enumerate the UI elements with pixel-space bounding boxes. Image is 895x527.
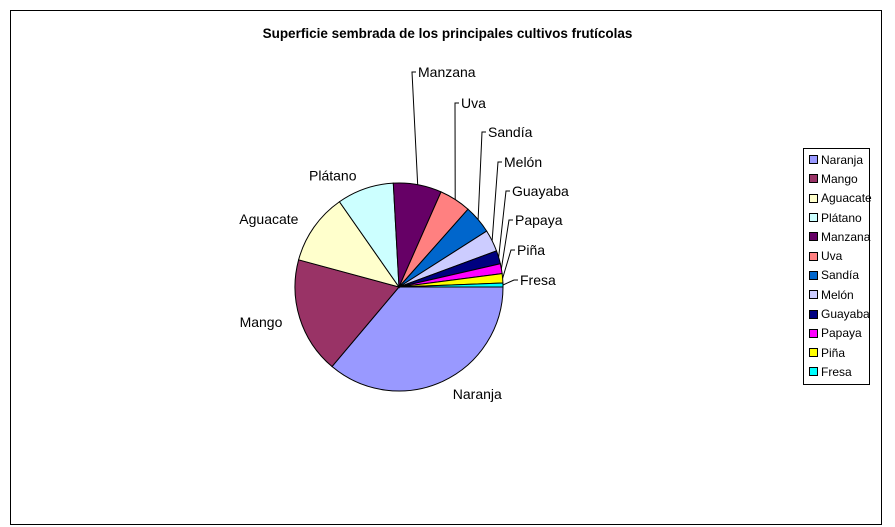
legend-label: Guayaba: [821, 307, 870, 322]
legend-label: Melón: [821, 287, 854, 302]
slice-fresa: [398, 282, 504, 288]
legend-item-guayaba: Guayaba: [804, 304, 870, 323]
leader-line-sandia: [477, 131, 486, 220]
legend-label: Piña: [821, 345, 846, 360]
slice-mango: [294, 259, 400, 368]
slice-label-uva: Uva: [461, 95, 486, 111]
legend-swatch: [809, 193, 818, 203]
slice-label-mango: Mango: [240, 314, 283, 330]
legend-swatch: [809, 328, 818, 338]
slice-label-manzana: Manzana: [418, 64, 476, 80]
leader-line-uva: [454, 102, 459, 200]
legend-swatch: [809, 290, 818, 300]
legend-swatch: [809, 251, 818, 261]
legend-label: Fresa: [821, 364, 852, 379]
legend: Naranja Mango Aguacate Plátano Manzana Uva San…: [803, 148, 872, 385]
legend-label: Manzana: [821, 229, 871, 244]
legend-label: Plátano: [821, 210, 862, 225]
legend-swatch: [809, 232, 818, 242]
legend-item-melon: Melón: [804, 285, 869, 304]
legend-swatch: [809, 270, 818, 280]
legend-label: Naranja: [821, 152, 864, 167]
legend-item-papaya: Papaya: [804, 324, 869, 343]
legend-item-sandia: Sandía: [804, 266, 869, 285]
legend-item-naranja: Naranja: [804, 150, 869, 169]
legend-swatch: [809, 155, 818, 165]
slice-naranja: [331, 286, 504, 392]
leader-line-melon: [491, 161, 502, 241]
legend-label: Aguacate: [821, 191, 872, 206]
legend-item-uva: Uva: [804, 246, 869, 265]
legend-item-manzana: Manzana: [804, 227, 871, 246]
legend-item-mango: Mango: [804, 169, 869, 188]
legend-label: Uva: [821, 249, 843, 264]
slice-label-sandia: Sandía: [488, 124, 533, 140]
slice-label-melon: Melón: [504, 154, 542, 170]
legend-swatch: [809, 348, 818, 358]
legend-swatch: [809, 174, 818, 184]
leader-line-papaya: [500, 219, 513, 269]
leader-line-pina: [502, 249, 515, 279]
legend-label: Mango: [821, 171, 858, 186]
chart-title: Superficie sembrada de los principales c…: [262, 26, 633, 41]
leader-line-manzana: [411, 71, 419, 185]
slice-label-guayaba: Guayaba: [512, 183, 569, 199]
legend-item-aguacate: Aguacate: [804, 189, 872, 208]
leader-line-fresa: [502, 279, 518, 286]
legend-swatch: [809, 367, 818, 377]
legend-item-fresa: Fresa: [804, 362, 869, 381]
slice-label-papaya: Papaya: [515, 212, 563, 228]
leader-line-guayaba: [498, 190, 510, 258]
legend-item-platano: Plátano: [804, 208, 869, 227]
slice-aguacate: [298, 201, 401, 288]
legend-label: Sandía: [821, 268, 860, 283]
legend-swatch: [809, 213, 818, 223]
slice-label-platano: Plátano: [309, 167, 357, 183]
slice-label-naranja: Naranja: [453, 386, 502, 402]
legend-label: Papaya: [821, 326, 862, 341]
slice-label-aguacate: Aguacate: [239, 211, 298, 227]
slice-label-pina: Piña: [517, 242, 545, 258]
legend-item-pina: Piña: [804, 343, 869, 362]
legend-swatch: [809, 309, 818, 319]
slice-label-fresa: Fresa: [520, 272, 556, 288]
